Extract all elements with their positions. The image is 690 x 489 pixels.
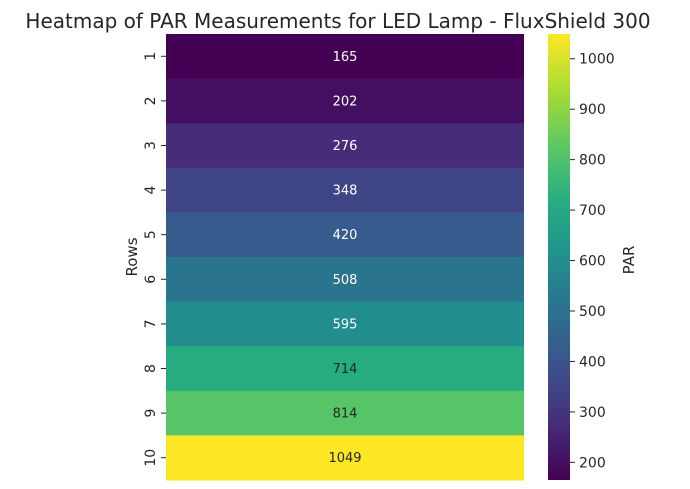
row-tick-label: 9 xyxy=(143,409,159,418)
cell-value-label: 508 xyxy=(333,273,358,288)
cell-value-label: 202 xyxy=(333,94,358,109)
cell-value-label: 595 xyxy=(333,317,358,332)
heatmap-cell-row-8 xyxy=(166,346,524,392)
heatmap-cell-row-3 xyxy=(166,123,524,169)
cell-value-label: 714 xyxy=(333,362,358,377)
heatmap-cell-row-2 xyxy=(166,78,524,124)
heatmap-cell-row-4 xyxy=(166,167,524,213)
heatmap-cells: 165 202 276 348 420 508 595 714 814 1049 xyxy=(166,34,524,481)
colorbar: 200 300 400 500 600 700 800 900 1000 xyxy=(548,34,615,480)
heatmap-cell-row-1 xyxy=(166,34,524,80)
y-axis-label: Rows xyxy=(123,237,141,276)
cell-value-label: 276 xyxy=(333,139,358,154)
cell-value-label: 814 xyxy=(333,407,358,422)
chart-title: Heatmap of PAR Measurements for LED Lamp… xyxy=(25,9,650,33)
heatmap-cell-row-7 xyxy=(166,301,524,347)
colorbar-tick-label: 600 xyxy=(579,254,606,270)
row-tick-label: 10 xyxy=(143,449,159,467)
heatmap-cell-row-10 xyxy=(166,435,524,481)
colorbar-tick-label: 1000 xyxy=(579,52,615,68)
row-tick-label: 6 xyxy=(143,275,159,284)
colorbar-tick-label: 700 xyxy=(579,203,606,219)
colorbar-tick-label: 800 xyxy=(579,153,606,169)
colorbar-gradient xyxy=(548,34,570,480)
colorbar-tick-label: 500 xyxy=(579,304,606,320)
row-tick-label: 1 xyxy=(143,52,159,61)
colorbar-tick-label: 900 xyxy=(579,102,606,118)
row-tick-label: 7 xyxy=(143,319,159,328)
colorbar-tick-label: 200 xyxy=(579,455,606,471)
row-axis: 1 2 3 4 5 6 7 8 9 10 xyxy=(143,52,166,467)
cell-value-label: 348 xyxy=(333,184,358,199)
colorbar-tick-label: 400 xyxy=(579,354,606,370)
row-tick-label: 3 xyxy=(143,141,159,150)
cell-value-label: 1049 xyxy=(328,451,361,466)
cell-value-label: 165 xyxy=(333,50,358,65)
row-tick-label: 8 xyxy=(143,364,159,373)
cell-value-label: 420 xyxy=(333,228,358,243)
heatmap-cell-row-5 xyxy=(166,212,524,258)
row-tick-label: 5 xyxy=(143,230,159,239)
row-tick-label: 4 xyxy=(143,186,159,195)
colorbar-label: PAR xyxy=(620,246,638,275)
heatmap-cell-row-9 xyxy=(166,390,524,436)
row-tick-label: 2 xyxy=(143,96,159,105)
heatmap-cell-row-6 xyxy=(166,257,524,303)
colorbar-tick-label: 300 xyxy=(579,405,606,421)
